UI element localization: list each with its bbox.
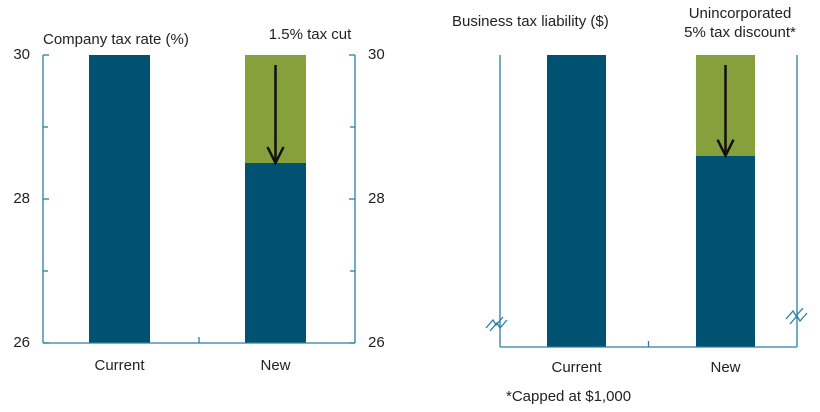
y-tick-label: 30 (368, 46, 385, 63)
bar (547, 55, 606, 347)
x-tick-label: Current (551, 359, 602, 376)
y-tick-label: 28 (368, 190, 385, 207)
chart-title: Business tax liability ($) (452, 13, 609, 30)
x-tick-label: New (260, 357, 290, 374)
bar (696, 155, 755, 347)
footnote: *Capped at $1,000 (506, 388, 631, 405)
x-tick-label: Current (94, 357, 145, 374)
bar (245, 163, 306, 343)
y-tick-label: 30 (13, 46, 30, 63)
annotation: Unincorporated (689, 5, 792, 22)
bar (89, 55, 150, 343)
annotation: 5% tax discount* (684, 24, 796, 41)
x-tick-label: New (710, 359, 740, 376)
y-tick-label: 26 (13, 334, 30, 351)
arrow-head (266, 146, 285, 166)
annotation: 1.5% tax cut (269, 26, 352, 43)
axis-break (485, 307, 808, 332)
y-tick-label: 26 (368, 334, 385, 351)
arrow-head (716, 139, 735, 159)
chart-title: Company tax rate (%) (43, 31, 189, 48)
y-tick-label: 28 (13, 190, 30, 207)
